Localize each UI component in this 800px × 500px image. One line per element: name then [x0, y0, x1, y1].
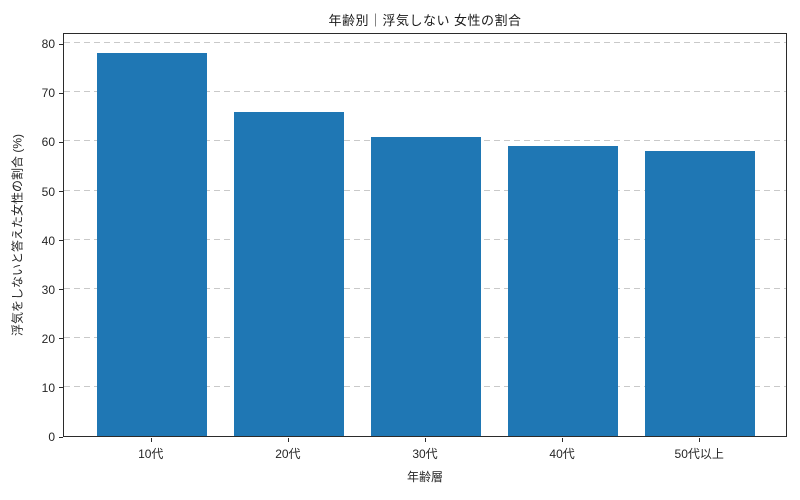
y-tick-mark-60 — [59, 141, 63, 143]
y-tick-label-50: 50 — [41, 184, 55, 199]
plot-area — [63, 33, 787, 437]
y-tick-mark-0 — [59, 436, 63, 438]
y-tick-label-70: 70 — [41, 86, 55, 101]
chart-title: 年齢別｜浮気しない 女性の割合 — [328, 13, 522, 28]
y-tick-label-0: 0 — [48, 430, 55, 444]
y-tick-mark-40 — [59, 240, 63, 242]
x-tick-mark-20代 — [287, 438, 289, 442]
y-tick-label-60: 60 — [41, 135, 55, 150]
gridline-y70 — [64, 91, 786, 93]
y-tick-label-10: 10 — [41, 380, 55, 395]
y-axis-label: 浮気をしないと答えた女性の割合 (%) — [10, 134, 25, 336]
y-tick-mark-10 — [59, 387, 63, 389]
y-tick-label-20: 20 — [41, 331, 55, 346]
y-tick-label-30: 30 — [41, 282, 55, 297]
y-tick-mark-30 — [59, 289, 63, 291]
bar-20代 — [234, 112, 344, 436]
x-tick-label-50代以上: 50代以上 — [674, 447, 724, 461]
x-tick-label-10代: 10代 — [138, 447, 164, 461]
bar-50代以上 — [645, 151, 756, 436]
bar-40代 — [508, 146, 618, 436]
x-tick-mark-40代 — [562, 438, 564, 442]
x-tick-mark-30代 — [425, 438, 426, 442]
y-tick-mark-80 — [59, 43, 63, 45]
gridline-y80 — [64, 42, 786, 44]
y-tick-label-40: 40 — [41, 233, 55, 248]
y-tick-mark-70 — [59, 92, 63, 94]
x-tick-label-30代: 30代 — [412, 447, 438, 461]
bar-10代 — [96, 53, 207, 436]
y-tick-label-80: 80 — [41, 37, 55, 52]
x-tick-label-40代: 40代 — [549, 447, 575, 461]
x-tick-label-20代: 20代 — [275, 447, 301, 461]
bar-30代 — [371, 136, 481, 436]
x-tick-mark-10代 — [150, 438, 152, 442]
x-axis-label: 年齢層 — [406, 470, 443, 484]
x-tick-mark-50代以上 — [699, 438, 701, 442]
y-tick-mark-50 — [59, 191, 63, 193]
y-tick-mark-20 — [59, 338, 63, 340]
